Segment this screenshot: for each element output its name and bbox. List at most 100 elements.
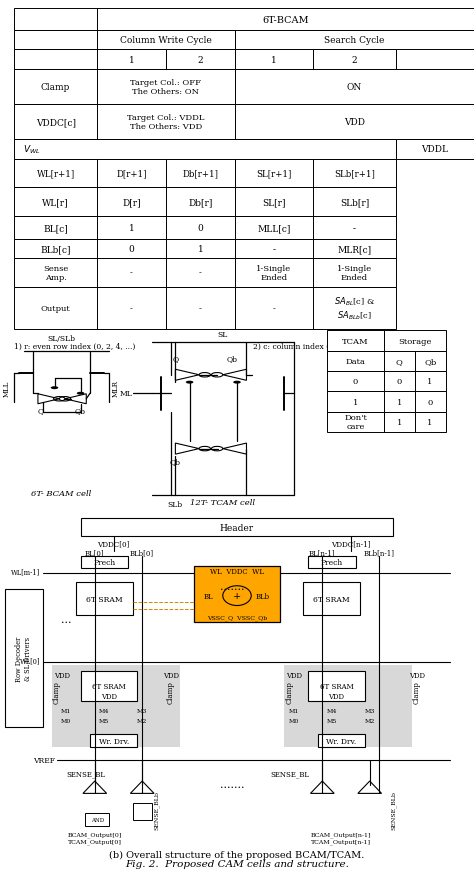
Text: VDDL: VDDL: [421, 145, 448, 155]
Bar: [384, 413, 415, 433]
Circle shape: [77, 392, 84, 395]
Bar: [327, 392, 384, 413]
Text: AND: AND: [91, 817, 104, 823]
Text: Header: Header: [220, 523, 254, 532]
Text: VDD: VDD: [344, 118, 365, 127]
Text: 0: 0: [128, 245, 134, 254]
Bar: [415, 351, 446, 371]
Text: WL[r]: WL[r]: [42, 198, 69, 207]
Bar: [14, 140, 396, 160]
Text: Data: Data: [346, 357, 365, 365]
Text: Target Col.: OFF
The Others: ON: Target Col.: OFF The Others: ON: [130, 79, 201, 96]
Text: 6T- BCAM cell: 6T- BCAM cell: [31, 489, 92, 497]
Text: 1: 1: [353, 398, 358, 407]
Text: WL[0]: WL[0]: [20, 656, 40, 664]
Text: Qb: Qb: [227, 355, 238, 363]
Bar: [313, 188, 396, 217]
Text: 2) c: column index (0, 1, 2: 2) c: column index (0, 1, 2: [253, 342, 354, 350]
Bar: [166, 160, 235, 188]
Bar: [327, 351, 384, 371]
Bar: [235, 50, 313, 69]
Text: 1: 1: [397, 398, 402, 407]
Text: ML: ML: [120, 390, 133, 398]
Bar: [14, 32, 97, 50]
Text: M4: M4: [327, 709, 337, 714]
Text: Clamp: Clamp: [53, 680, 61, 703]
Bar: [90, 734, 137, 747]
Text: BLb[0]: BLb[0]: [130, 549, 154, 558]
Bar: [313, 160, 396, 188]
Text: M0: M0: [289, 718, 299, 723]
Bar: [235, 188, 313, 217]
Text: 1: 1: [128, 224, 134, 233]
Text: -: -: [199, 270, 202, 277]
Text: Clamp: Clamp: [167, 680, 174, 703]
Bar: [97, 9, 474, 32]
Text: WL[m-1]: WL[m-1]: [11, 567, 40, 575]
Text: VDDC[n-1]: VDDC[n-1]: [331, 539, 371, 547]
Bar: [14, 240, 97, 259]
Text: SLb[r]: SLb[r]: [340, 198, 369, 207]
Text: SENSE_BL: SENSE_BL: [270, 770, 309, 778]
Text: -: -: [353, 224, 356, 233]
Text: 6T-BCAM: 6T-BCAM: [262, 16, 309, 25]
Bar: [396, 140, 474, 160]
Bar: [14, 217, 97, 240]
Text: BLb[n-1]: BLb[n-1]: [364, 549, 395, 558]
Bar: [313, 259, 396, 288]
Text: $SA_{BL}$[c] &
$SA_{BLb}$[c]: $SA_{BL}$[c] & $SA_{BLb}$[c]: [334, 295, 375, 322]
Text: VSSC_Q  VSSC_Qb: VSSC_Q VSSC_Qb: [207, 615, 267, 620]
Text: 12T- TCAM cell: 12T- TCAM cell: [190, 498, 255, 507]
Text: 2: 2: [352, 55, 357, 65]
Text: VDD: VDD: [409, 671, 425, 679]
Bar: [97, 160, 166, 188]
Text: Storage: Storage: [398, 337, 431, 345]
Text: 6T SRAM: 6T SRAM: [92, 682, 126, 690]
Text: Prech: Prech: [93, 558, 115, 566]
Text: SLb: SLb: [168, 500, 183, 508]
Text: BCAM_Output[n-1]: BCAM_Output[n-1]: [311, 831, 372, 838]
Text: 1: 1: [397, 418, 402, 427]
Text: 6T SRAM: 6T SRAM: [86, 595, 123, 603]
Bar: [415, 371, 446, 392]
Text: (b) Overall structure of the proposed BCAM/TCAM.: (b) Overall structure of the proposed BC…: [109, 850, 365, 859]
Text: Target Col.: VDDL
The Others: VDD: Target Col.: VDDL The Others: VDD: [127, 114, 205, 131]
Bar: [14, 105, 97, 140]
Bar: [14, 9, 97, 32]
Text: Wr. Drv.: Wr. Drv.: [99, 737, 129, 745]
Text: 2: 2: [198, 55, 203, 65]
Text: M3: M3: [365, 709, 375, 714]
Bar: [97, 50, 166, 69]
Text: Wr. Drv.: Wr. Drv.: [326, 737, 356, 745]
Bar: [166, 288, 235, 329]
Bar: [14, 188, 97, 217]
Circle shape: [233, 381, 241, 385]
Bar: [133, 803, 152, 820]
Text: ...: ...: [61, 614, 72, 624]
Text: Db[r+1]: Db[r+1]: [182, 169, 219, 178]
Text: Q: Q: [396, 357, 403, 365]
Text: TCAM_Output[n-1]: TCAM_Output[n-1]: [311, 838, 371, 844]
Text: +: +: [233, 592, 241, 601]
Text: Clamp: Clamp: [413, 680, 421, 703]
Text: SLb[r+1]: SLb[r+1]: [334, 169, 375, 178]
Bar: [384, 371, 415, 392]
Text: Qb: Qb: [75, 407, 86, 414]
Text: Column Write Cycle: Column Write Cycle: [120, 36, 212, 46]
Text: VDDC[c]: VDDC[c]: [36, 118, 75, 127]
Bar: [384, 331, 446, 351]
Bar: [76, 583, 133, 615]
Text: VDD: VDD: [163, 671, 179, 679]
Text: M5: M5: [99, 718, 109, 723]
Text: SENSE_BLb: SENSE_BLb: [391, 790, 396, 830]
Bar: [313, 288, 396, 329]
Text: Db[r]: Db[r]: [188, 198, 213, 207]
Text: M0: M0: [61, 718, 72, 723]
Bar: [166, 50, 235, 69]
Bar: [81, 672, 137, 702]
Bar: [235, 32, 474, 50]
Bar: [415, 392, 446, 413]
Bar: [14, 50, 97, 69]
Bar: [166, 259, 235, 288]
Text: M2: M2: [365, 718, 375, 723]
